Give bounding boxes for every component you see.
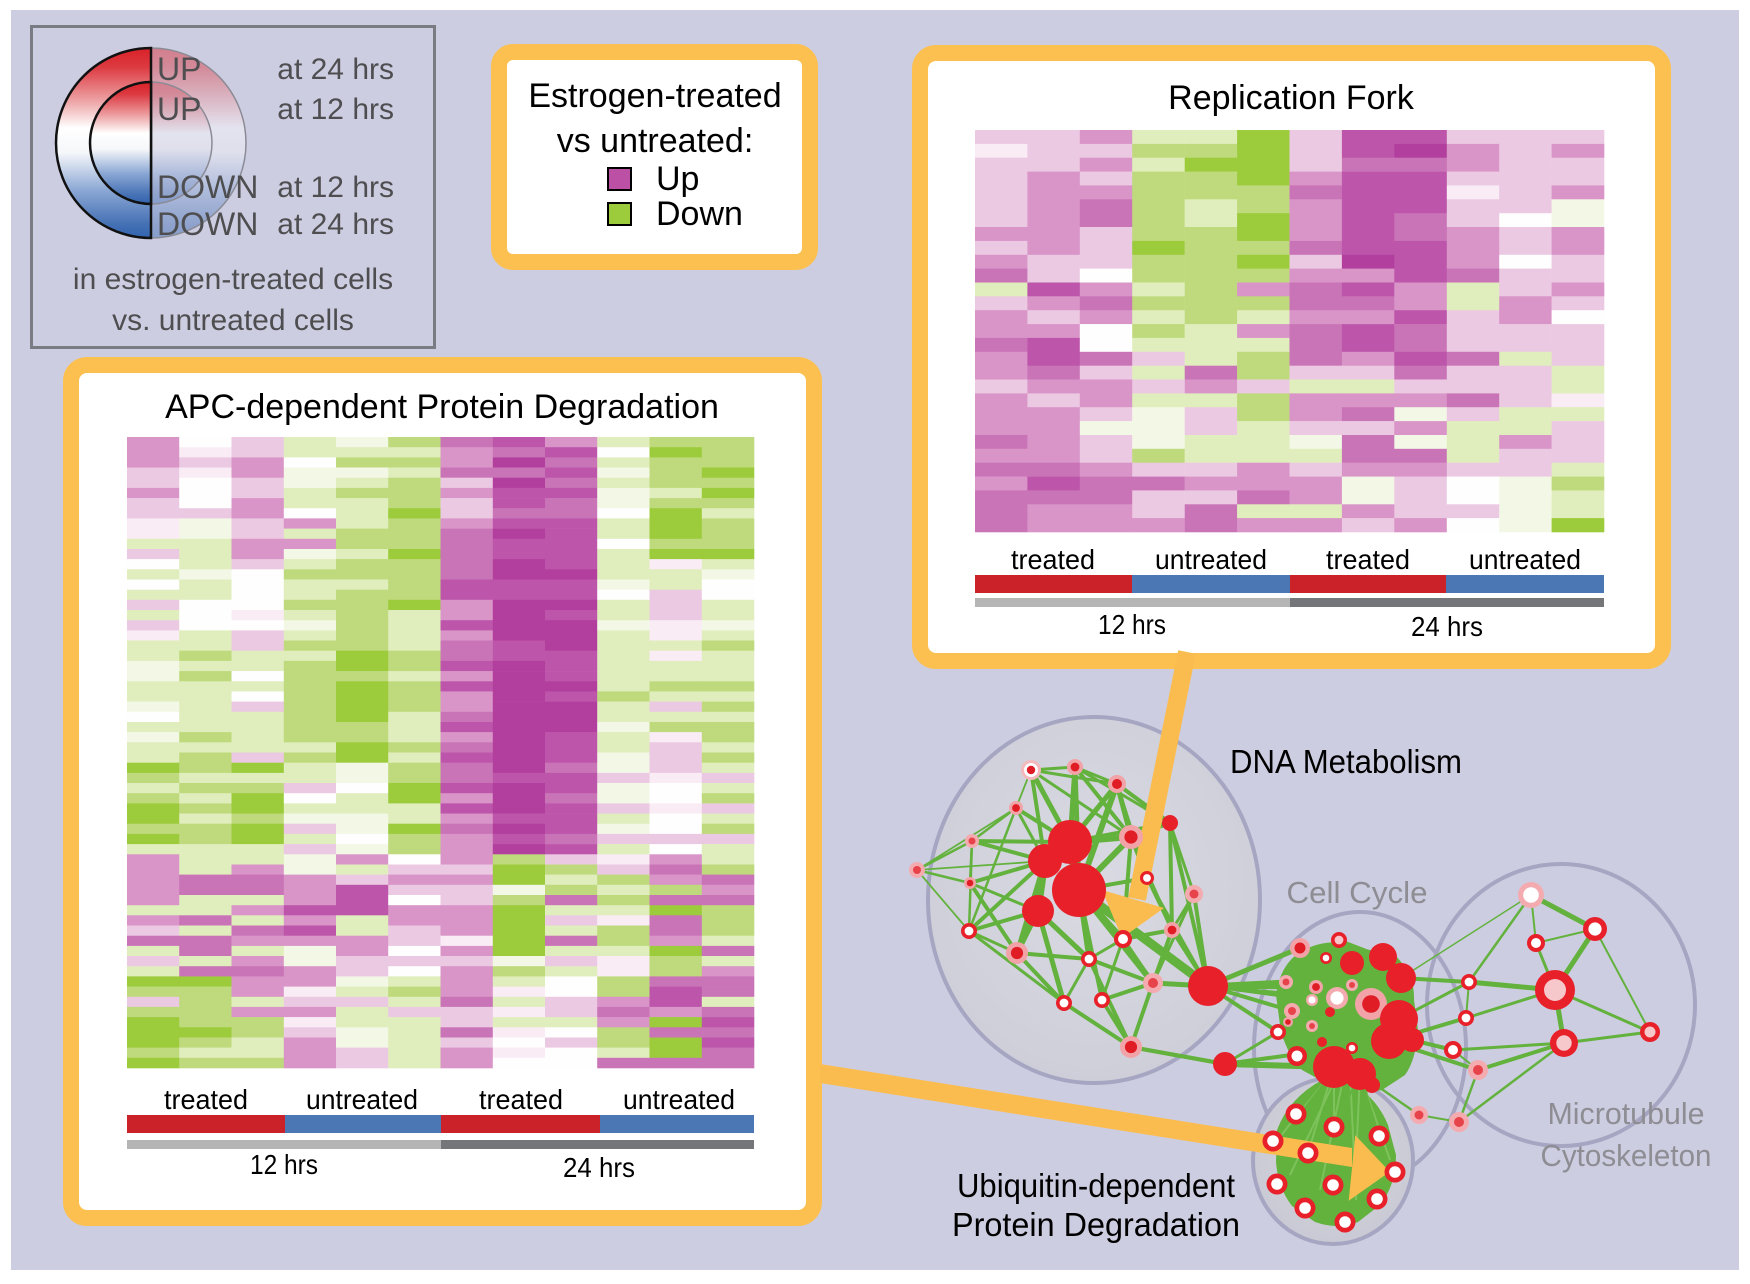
svg-text:12 hrs: 12 hrs	[250, 1149, 318, 1180]
svg-text:treated: treated	[164, 1084, 248, 1115]
svg-text:APC-dependent Protein Degradat: APC-dependent Protein Degradation	[165, 388, 719, 426]
svg-text:at 24 hrs: at 24 hrs	[277, 53, 394, 86]
svg-text:Cell Cycle: Cell Cycle	[1287, 875, 1428, 910]
svg-text:DNA Metabolism: DNA Metabolism	[1230, 743, 1462, 780]
svg-text:in estrogen-treated cells: in estrogen-treated cells	[73, 263, 393, 296]
svg-text:vs untreated:: vs untreated:	[557, 122, 754, 160]
svg-text:untreated: untreated	[1155, 544, 1267, 575]
svg-text:UP: UP	[157, 51, 201, 87]
svg-text:at 12 hrs: at 12 hrs	[277, 171, 394, 204]
svg-text:Down: Down	[656, 195, 743, 233]
svg-text:24 hrs: 24 hrs	[1411, 611, 1483, 642]
svg-text:12 hrs: 12 hrs	[1098, 609, 1166, 640]
svg-text:treated: treated	[1326, 544, 1410, 575]
svg-text:untreated: untreated	[306, 1084, 418, 1115]
svg-text:Replication Fork: Replication Fork	[1168, 79, 1415, 117]
svg-text:treated: treated	[479, 1084, 563, 1115]
svg-text:vs. untreated cells: vs. untreated cells	[112, 304, 354, 337]
svg-text:DOWN: DOWN	[157, 206, 258, 242]
svg-text:untreated: untreated	[623, 1084, 735, 1115]
svg-text:Up: Up	[656, 160, 699, 198]
svg-text:Cytoskeleton: Cytoskeleton	[1541, 1138, 1712, 1173]
svg-text:treated: treated	[1011, 544, 1095, 575]
svg-text:DOWN: DOWN	[157, 169, 258, 205]
svg-text:24 hrs: 24 hrs	[563, 1152, 635, 1183]
svg-text:Protein Degradation: Protein Degradation	[952, 1206, 1240, 1243]
svg-text:Estrogen-treated: Estrogen-treated	[528, 77, 781, 115]
svg-text:UP: UP	[157, 91, 201, 127]
svg-text:at 24 hrs: at 24 hrs	[277, 208, 394, 241]
svg-text:at 12 hrs: at 12 hrs	[277, 93, 394, 126]
svg-text:untreated: untreated	[1469, 544, 1581, 575]
svg-text:Ubiquitin-dependent: Ubiquitin-dependent	[957, 1167, 1235, 1204]
svg-text:Microtubule: Microtubule	[1548, 1096, 1705, 1131]
